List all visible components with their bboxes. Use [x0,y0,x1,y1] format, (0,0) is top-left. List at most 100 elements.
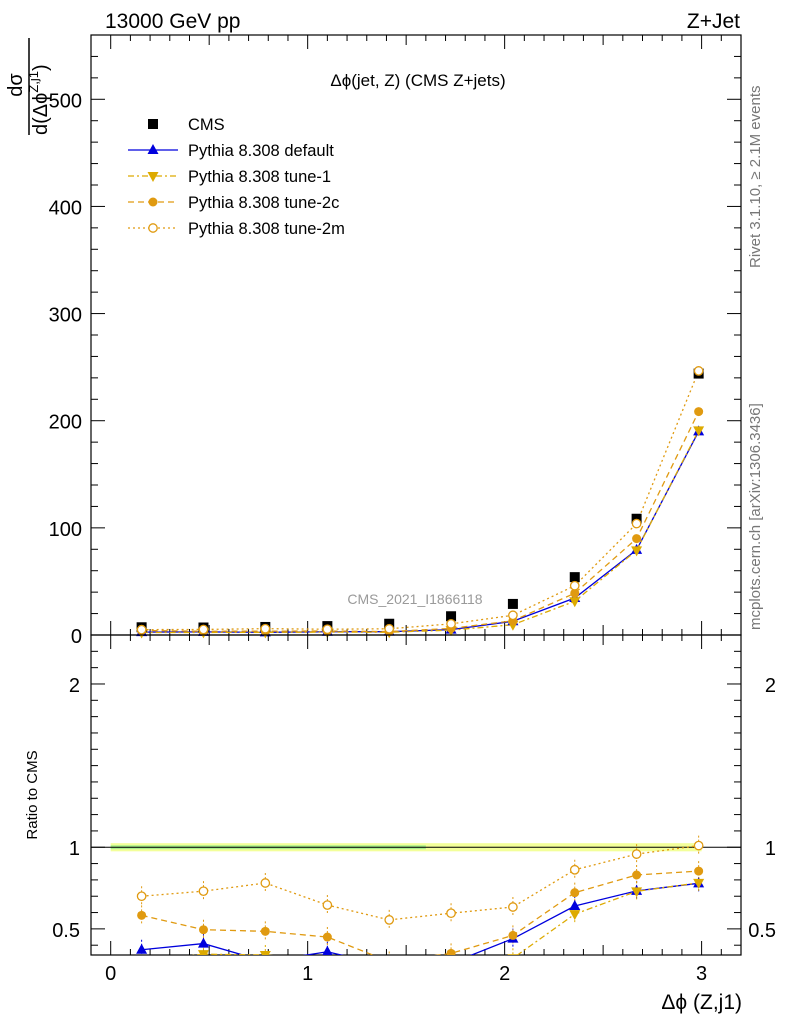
ratio-panel: 0.5 0.5 1 1 2 2 [52,634,776,974]
ratio-point-pythia-8-308-tune-2c [694,866,704,876]
top-line-pythia-8-308-default [141,431,700,633]
top-point-cms [507,598,518,609]
top-point-pythia-8-308-tune-2m [322,624,333,635]
ratio-point-pythia-8-308-tune-1 [446,964,457,974]
plot-title: Δϕ(jet, Z) (CMS Z+jets) [330,71,505,90]
ratio-line-pythia-8-308-tune-1 [191,882,699,955]
top-point-pythia-8-308-tune-2m [693,366,704,376]
ratio-point-pythia-8-308-tune-2c [137,910,147,920]
x-axis-label: Δϕ (Z,j1) [661,991,742,1014]
ratio-line-pythia-8-308-tune-2c [141,870,699,955]
ratio-point-pythia-8-308-default [446,957,457,967]
ratio-point-pythia-8-308-tune-1 [259,951,271,955]
ratio-line-pythia-8-308-default [141,882,699,955]
ratio-point-pythia-8-308-tune-2c [446,948,456,955]
ylabel-superscript: Z,j1 [26,71,41,93]
top-ytick-label: 500 [49,90,82,112]
ratio-ticks: 0.5 0.5 1 1 2 2 [52,635,776,955]
top-point-pythia-8-308-tune-2m [508,610,518,621]
ratio-series-points [136,840,705,974]
top-point-pythia-8-308-tune-2m [136,624,147,635]
ylabel-ratio: Ratio to CMS [24,750,41,839]
ratio-panel-frame [90,634,742,956]
top-point-cms [569,572,580,583]
ratio-point-pythia-8-308-default [136,943,148,954]
header-left: 13000 GeV pp [105,10,240,33]
ratio-point-pythia-8-308-tune-2m [446,908,456,919]
ylabel-denominator: d(ΔϕZ,j1) [26,64,52,135]
top-point-pythia-8-308-tune-1 [569,597,581,608]
ratio-ytick-label-right: 0.5 [748,920,776,942]
ratio-point-pythia-8-308-tune-1 [384,964,395,974]
ratio-point-pythia-8-308-tune-1 [136,958,147,968]
ratio-point-pythia-8-308-tune-2c [508,930,518,940]
ratio-point-pythia-8-308-default [384,960,395,970]
ratio-point-pythia-8-308-default [260,956,271,966]
top-ytick-label: 300 [49,305,82,327]
ratio-ytick-label: 2 [69,675,80,697]
top-ytick-label: 200 [49,412,82,434]
ratio-point-pythia-8-308-tune-2c [570,888,580,898]
ylabel-numerator: dσ [5,73,27,97]
legend-label-pythia-8-308-tune-1: Pythia 8.308 tune-1 [188,168,331,186]
ratio-point-pythia-8-308-tune-2m [693,840,704,851]
ratio-point-pythia-8-308-tune-2m [260,878,271,888]
ratio-point-pythia-8-308-tune-2c [198,925,208,935]
top-point-pythia-8-308-tune-2c [694,407,704,417]
top-series-points [136,366,705,639]
ratio-point-pythia-8-308-tune-2m [631,849,642,859]
header-right: Z+Jet [687,10,740,33]
ratio-point-pythia-8-308-tune-2m [136,891,147,902]
ratio-point-pythia-8-308-default [569,900,581,911]
top-point-pythia-8-308-tune-2m [198,624,209,635]
legend-label-cms: CMS [188,116,225,134]
ratio-point-pythia-8-308-tune-2c [385,957,394,966]
side-label-mcplots: mcplots.cern.ch [arXiv:1306.3436] [747,403,764,630]
ratio-point-pythia-8-308-default [197,937,209,948]
y-axis-label-top: dσ d(ΔϕZ,j1) [5,38,52,135]
ratio-point-pythia-8-308-tune-2m [508,902,518,912]
top-ytick-label: 100 [49,519,82,541]
ratio-point-pythia-8-308-tune-2m [322,900,333,910]
top-ytick-label: 400 [49,197,82,219]
top-series-lines [141,370,700,634]
ratio-point-pythia-8-308-tune-1 [322,956,333,966]
ratio-ytick-label-right: 2 [765,675,776,697]
ratio-point-pythia-8-308-tune-2c [322,932,332,942]
x-tick-labels: 0 1 2 3 [105,963,707,985]
top-point-pythia-8-308-tune-2m [260,623,271,634]
ratio-uncertainty-band [91,843,741,852]
top-point-pythia-8-308-tune-2m [446,619,456,629]
ratio-point-pythia-8-308-tune-1 [693,878,705,889]
ratio-point-pythia-8-308-tune-2m [198,886,209,897]
x-tick-label: 3 [696,963,707,985]
legend-label-pythia-8-308-tune-2m: Pythia 8.308 tune-2m [188,220,345,238]
ratio-point-pythia-8-308-tune-2c [632,870,642,880]
legend-label-pythia-8-308-tune-2c: Pythia 8.308 tune-2c [188,194,339,212]
top-point-pythia-8-308-tune-2c [570,588,580,598]
top-line-pythia-8-308-tune-1 [141,430,700,634]
top-point-pythia-8-308-tune-2m [384,623,395,634]
ratio-ytick-label: 0.5 [52,920,80,942]
ylabel-closing: ) [30,64,52,71]
legend-marker-pythia-8-308-default [147,144,159,154]
top-point-pythia-8-308-tune-1 [631,546,643,557]
ratio-ytick-label: 1 [69,838,80,860]
ratio-point-pythia-8-308-tune-1 [197,950,209,955]
legend-marker-pythia-8-308-tune-1 [147,172,159,182]
x-tick-label: 2 [499,963,510,985]
watermark: CMS_2021_I1866118 [347,591,482,607]
legend-label-pythia-8-308-default: Pythia 8.308 default [188,142,334,160]
ratio-point-pythia-8-308-tune-2c [260,926,270,936]
top-point-pythia-8-308-tune-2c [632,534,642,544]
top-point-pythia-8-308-tune-1 [693,426,705,437]
legend-marker-pythia-8-308-tune-2c [148,197,158,207]
top-point-cms [384,618,395,629]
x-tick-label: 1 [302,963,313,985]
ratio-clip-area [136,835,705,974]
side-label-rivet: Rivet 3.1.10, ≥ 2.1M events [747,86,764,269]
top-ticks: 0 100 200 300 400 500 [49,35,742,648]
ratio-point-pythia-8-308-default [322,945,333,955]
ratio-point-pythia-8-308-tune-1 [631,887,643,898]
